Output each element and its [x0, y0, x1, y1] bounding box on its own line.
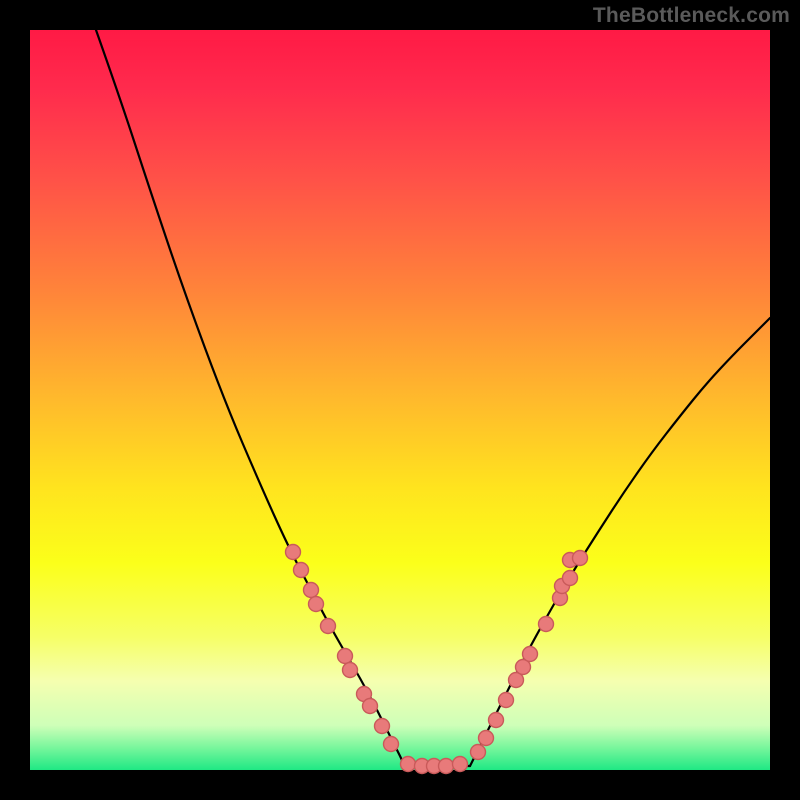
data-dot	[338, 649, 353, 664]
data-dot	[363, 699, 378, 714]
data-dot	[539, 617, 554, 632]
data-dot	[294, 563, 309, 578]
data-dot	[563, 571, 578, 586]
data-dot	[489, 713, 504, 728]
data-dot	[573, 551, 588, 566]
data-dot	[384, 737, 399, 752]
data-dot	[304, 583, 319, 598]
data-dot	[479, 731, 494, 746]
bottleneck-chart	[0, 0, 800, 800]
data-dot	[471, 745, 486, 760]
watermark-text: TheBottleneck.com	[593, 4, 790, 28]
data-dot	[453, 757, 468, 772]
data-dot	[286, 545, 301, 560]
plot-area	[30, 30, 770, 770]
data-dot	[375, 719, 390, 734]
chart-stage: TheBottleneck.com	[0, 0, 800, 800]
data-dot	[343, 663, 358, 678]
data-dot	[401, 757, 416, 772]
data-dot	[439, 759, 454, 774]
data-dot	[321, 619, 336, 634]
data-dot	[309, 597, 324, 612]
data-dot	[499, 693, 514, 708]
data-dot	[523, 647, 538, 662]
